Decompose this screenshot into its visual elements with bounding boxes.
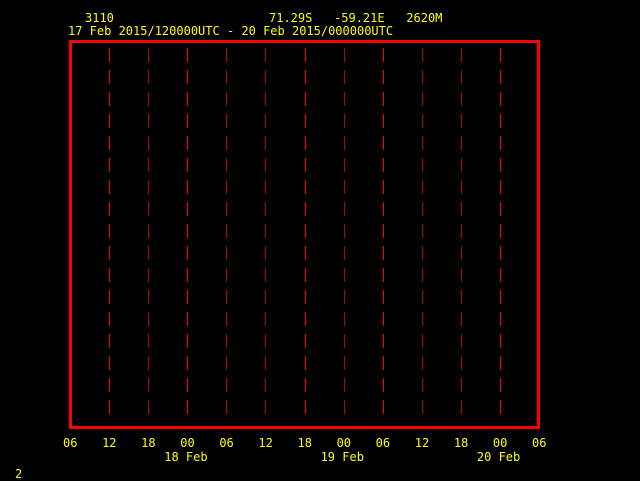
x-tick-label: 00 [492,436,508,450]
x-tick-label: 00 [180,436,195,450]
x-tick-label: 12 [258,436,273,450]
x-tick-label: 06 [532,436,547,450]
x-date-label: 18 Feb [164,450,208,464]
plot-frame [69,40,540,429]
x-tick-label: 18 [297,436,312,450]
x-tick-label: 18 [453,436,469,450]
x-date-label: 20 Feb [476,450,521,464]
station-id: 3110 [85,11,114,25]
x-tick-label: 12 [102,436,117,450]
x-date-label: 19 Feb [320,450,364,464]
time-period: 17 Feb 2015/120000UTC - 20 Feb 2015/0000… [68,24,394,38]
page-number: 2 [15,467,23,481]
x-tick-label: 06 [219,436,234,450]
x-tick-label: 06 [375,436,391,450]
x-tick-label: 12 [414,436,430,450]
x-tick-label: 18 [141,436,156,450]
station-location: 71.29S -59.21E 2620M [269,11,443,25]
x-tick-label: 06 [63,436,78,450]
x-tick-label: 00 [336,436,352,450]
